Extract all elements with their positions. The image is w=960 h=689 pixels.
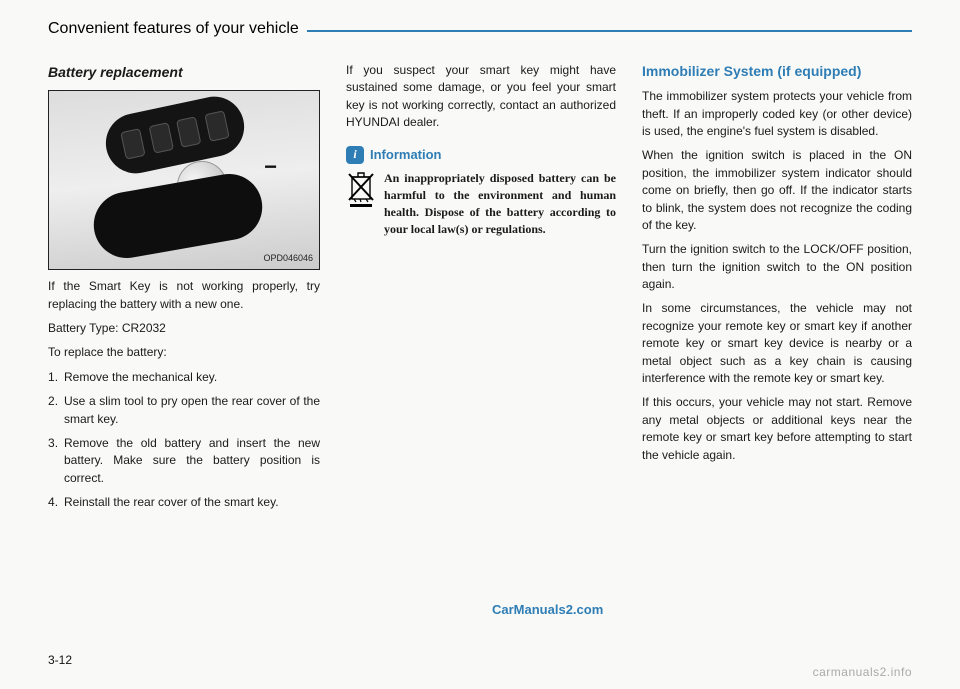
watermark-info: carmanuals2.info — [813, 665, 912, 679]
column-1: Battery replacement − + ⬆ OPD046046 If t… — [48, 62, 320, 519]
step-item: Reinstall the rear cover of the smart ke… — [48, 494, 320, 511]
step-item: Remove the old battery and insert the ne… — [48, 435, 320, 487]
immobilizer-heading: Immobilizer System (if equipped) — [642, 62, 912, 80]
page-header: Convenient features of your vehicle — [48, 30, 912, 46]
column-3: Immobilizer System (if equipped) The imm… — [642, 62, 912, 519]
watermark-carmanuals2: CarManuals2.com — [492, 602, 603, 617]
info-callout-header: i Information — [346, 146, 616, 165]
fob-button — [148, 123, 173, 155]
info-text: An inappropriately disposed battery can … — [384, 170, 616, 237]
fob-button — [205, 111, 230, 143]
body-text: When the ignition switch is placed in th… — [642, 147, 912, 234]
figure-code: OPD046046 — [263, 252, 313, 265]
body-text: To replace the battery: — [48, 344, 320, 361]
body-text: If this occurs, your vehicle may not sta… — [642, 394, 912, 464]
minus-sign: − — [264, 151, 277, 183]
info-callout-body: An inappropriately disposed battery can … — [346, 170, 616, 237]
fob-button — [176, 117, 201, 149]
header-title: Convenient features of your vehicle — [48, 20, 307, 38]
content-columns: Battery replacement − + ⬆ OPD046046 If t… — [48, 62, 912, 519]
body-text: The immobilizer system protects your veh… — [642, 88, 912, 140]
body-text: If the Smart Key is not working prop­erl… — [48, 278, 320, 313]
step-item: Remove the mechanical key. — [48, 369, 320, 386]
body-text: Turn the ignition switch to the LOCK/OFF… — [642, 241, 912, 293]
smart-key-figure: − + ⬆ OPD046046 — [48, 90, 320, 270]
body-text: If you suspect your smart key might have… — [346, 62, 616, 132]
manual-page: Convenient features of your vehicle Batt… — [0, 0, 960, 689]
info-label: Information — [370, 146, 442, 165]
no-bin-icon — [346, 170, 376, 237]
body-text: Battery Type: CR2032 — [48, 320, 320, 337]
battery-heading: Battery replacement — [48, 62, 320, 82]
replacement-steps: Remove the mechanical key. Use a slim to… — [48, 369, 320, 512]
key-fob-bottom — [89, 169, 268, 264]
column-2: If you suspect your smart key might have… — [346, 62, 616, 519]
page-number: 3-12 — [48, 653, 72, 667]
step-item: Use a slim tool to pry open the rear cov… — [48, 393, 320, 428]
body-text: In some circumstances, the vehicle may n… — [642, 300, 912, 387]
key-fob-top — [100, 91, 249, 179]
fob-button — [120, 129, 145, 161]
info-icon: i — [346, 146, 364, 164]
